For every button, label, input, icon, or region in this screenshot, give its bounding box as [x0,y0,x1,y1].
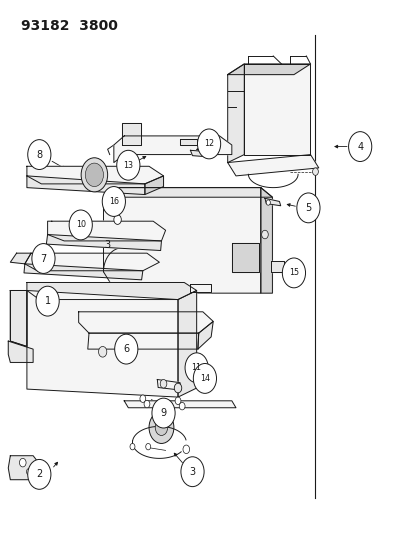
Circle shape [179,402,185,410]
Circle shape [69,210,92,240]
Text: 5: 5 [304,203,311,213]
Polygon shape [271,261,283,272]
Text: 4: 4 [356,142,362,151]
Polygon shape [227,64,310,75]
Text: 2: 2 [36,470,43,479]
Circle shape [282,258,305,288]
Polygon shape [264,198,280,206]
Circle shape [98,346,107,357]
Circle shape [140,395,145,402]
Polygon shape [27,282,196,300]
Circle shape [85,163,103,187]
Polygon shape [244,64,310,155]
Circle shape [149,411,173,443]
Text: 13: 13 [123,161,133,169]
Polygon shape [78,312,213,333]
Circle shape [116,150,140,180]
Text: 8: 8 [36,150,42,159]
Circle shape [114,334,138,364]
Circle shape [19,458,26,467]
Circle shape [174,383,181,393]
Polygon shape [47,221,165,241]
Circle shape [152,398,175,428]
Circle shape [145,443,150,450]
Polygon shape [24,264,142,280]
Circle shape [185,353,208,383]
Circle shape [160,379,166,388]
Polygon shape [10,253,31,264]
Polygon shape [260,188,272,293]
Text: 93182  3800: 93182 3800 [21,19,117,33]
Polygon shape [46,235,161,251]
Circle shape [197,129,220,159]
Circle shape [28,459,51,489]
Text: 3: 3 [104,240,110,250]
Circle shape [28,140,51,169]
Text: 15: 15 [288,269,298,277]
Polygon shape [8,341,33,362]
Circle shape [312,168,318,175]
Circle shape [130,443,135,450]
Text: 1: 1 [45,296,50,306]
Polygon shape [124,401,235,408]
Circle shape [348,132,371,161]
Circle shape [32,244,55,273]
Circle shape [26,469,31,475]
Circle shape [193,364,216,393]
Text: 6: 6 [123,344,129,354]
Circle shape [102,187,125,216]
Circle shape [296,193,319,223]
Text: 9: 9 [160,408,166,418]
Circle shape [180,457,204,487]
Polygon shape [122,123,140,145]
Polygon shape [25,253,159,271]
Circle shape [81,158,107,192]
Polygon shape [27,176,145,195]
Polygon shape [27,290,178,397]
Circle shape [175,397,180,405]
Text: 12: 12 [204,140,214,148]
Polygon shape [227,64,244,163]
Text: 10: 10 [76,221,85,229]
Polygon shape [180,139,196,145]
Polygon shape [88,333,198,349]
Polygon shape [114,136,231,163]
Polygon shape [190,284,211,292]
Text: 14: 14 [199,374,209,383]
Circle shape [155,419,167,435]
Polygon shape [227,155,318,176]
Polygon shape [27,166,163,184]
Polygon shape [8,456,37,480]
Polygon shape [178,290,196,397]
Circle shape [144,400,150,408]
Polygon shape [103,188,260,293]
Text: 16: 16 [109,197,119,206]
Circle shape [183,445,189,454]
Polygon shape [112,188,272,197]
Polygon shape [10,290,27,346]
Text: 11: 11 [191,364,201,372]
Polygon shape [145,176,163,195]
Polygon shape [190,150,213,157]
Polygon shape [197,321,213,349]
Text: 7: 7 [40,254,47,263]
Circle shape [114,215,121,224]
Polygon shape [231,243,258,272]
Circle shape [36,286,59,316]
Text: 3: 3 [189,467,195,477]
Circle shape [261,230,268,239]
Polygon shape [157,379,180,390]
Circle shape [266,200,270,205]
